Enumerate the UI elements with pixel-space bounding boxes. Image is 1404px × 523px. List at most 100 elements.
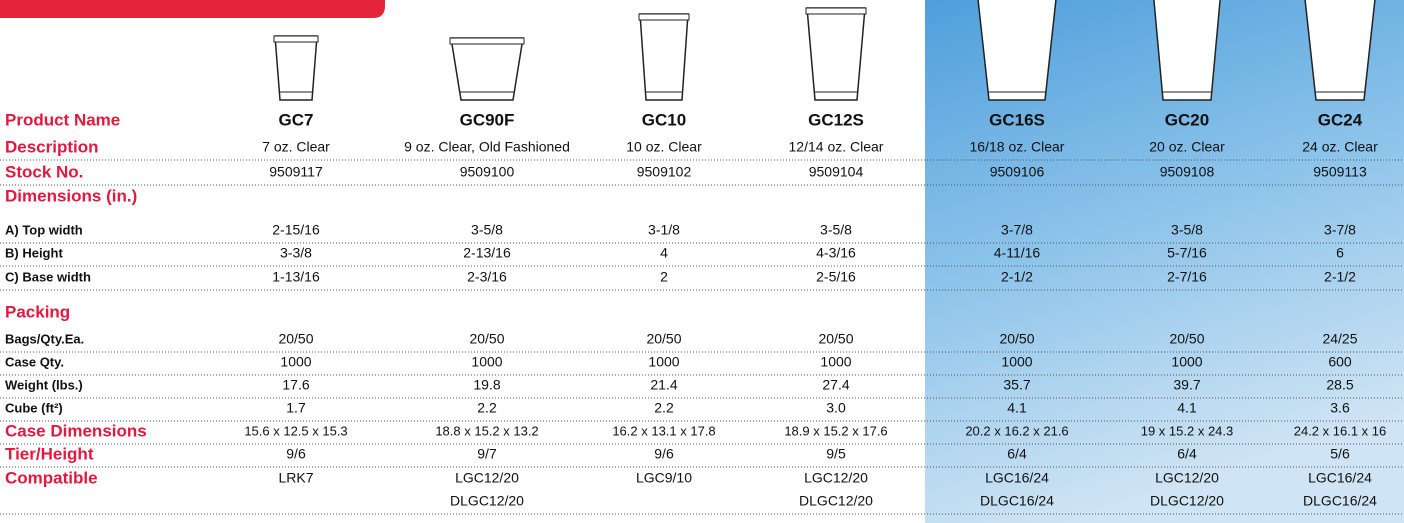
cell: LRK7 bbox=[278, 470, 313, 486]
cell: 9509102 bbox=[637, 164, 692, 180]
cup bbox=[639, 13, 689, 101]
cell: LGC16/24 bbox=[985, 470, 1049, 486]
product-name: GC7 bbox=[279, 110, 314, 129]
row-label: C) Base width bbox=[5, 269, 91, 284]
row-label: Case Qty. bbox=[5, 354, 64, 369]
row-label: Cube (ft²) bbox=[5, 400, 63, 415]
cell: 27.4 bbox=[822, 377, 849, 393]
cell: 10 oz. Clear bbox=[626, 139, 702, 155]
cell: 4.1 bbox=[1007, 400, 1027, 416]
cell: 4.1 bbox=[1177, 400, 1197, 416]
cell: 20/50 bbox=[818, 331, 853, 347]
cup-illustrations bbox=[273, 0, 1376, 101]
product-name: GC20 bbox=[1165, 110, 1209, 129]
cell: 2.2 bbox=[477, 400, 497, 416]
cup-rim bbox=[449, 37, 525, 45]
cell: 3-7/8 bbox=[1001, 222, 1033, 238]
cell: 15.6 x 12.5 x 15.3 bbox=[244, 423, 347, 438]
product-name: GC90F bbox=[460, 110, 515, 129]
row-label: Case Dimensions bbox=[5, 421, 147, 440]
cell: 9509117 bbox=[269, 164, 323, 180]
cup bbox=[806, 7, 866, 101]
cell: 17.6 bbox=[282, 377, 309, 393]
cell: 3.0 bbox=[826, 400, 846, 416]
cell: 6/4 bbox=[1177, 446, 1197, 462]
product-name: GC24 bbox=[1318, 110, 1363, 129]
cell: 2 bbox=[660, 269, 668, 285]
cell: 1.7 bbox=[286, 400, 306, 416]
product-name: GC10 bbox=[642, 110, 686, 129]
cell: 9509100 bbox=[460, 164, 515, 180]
cell: 3-5/8 bbox=[1171, 222, 1203, 238]
cell: 24 oz. Clear bbox=[1302, 139, 1378, 155]
cell: 20 oz. Clear bbox=[1149, 139, 1225, 155]
cell: 2-3/16 bbox=[467, 269, 507, 285]
cell: 19 x 15.2 x 24.3 bbox=[1141, 423, 1234, 438]
cell: LGC12/20 bbox=[1155, 470, 1219, 486]
cell: 20/50 bbox=[278, 331, 313, 347]
cell: 9509108 bbox=[1160, 164, 1215, 180]
cup-rim bbox=[805, 7, 867, 15]
cell: 2.2 bbox=[654, 400, 674, 416]
cell: 18.9 x 15.2 x 17.6 bbox=[784, 423, 887, 438]
cell: 1000 bbox=[820, 354, 851, 370]
cell: DLGC12/20 bbox=[799, 493, 873, 509]
cup-rim bbox=[273, 35, 319, 43]
cell: 20/50 bbox=[469, 331, 504, 347]
cell: DLGC16/24 bbox=[1303, 493, 1377, 509]
cell: DLGC16/24 bbox=[980, 493, 1054, 509]
cell: 20/50 bbox=[1169, 331, 1204, 347]
cell: 12/14 oz. Clear bbox=[789, 139, 884, 155]
cell: DLGC12/20 bbox=[1150, 493, 1224, 509]
cell: 1000 bbox=[1171, 354, 1202, 370]
cell: 1000 bbox=[471, 354, 502, 370]
cup bbox=[1153, 0, 1221, 101]
cell: 2-7/16 bbox=[1167, 269, 1207, 285]
cell: 3-5/8 bbox=[820, 222, 852, 238]
cell: 7 oz. Clear bbox=[262, 139, 330, 155]
cell: 5/6 bbox=[1330, 446, 1350, 462]
cell: 16.2 x 13.1 x 17.8 bbox=[612, 423, 715, 438]
cell: 20.2 x 16.2 x 21.6 bbox=[965, 423, 1068, 438]
cell: LGC12/20 bbox=[804, 470, 868, 486]
cell: 20/50 bbox=[999, 331, 1034, 347]
cell: 19.8 bbox=[473, 377, 500, 393]
cell: 39.7 bbox=[1173, 377, 1200, 393]
cup-rim bbox=[638, 13, 690, 21]
cell: 3-1/8 bbox=[648, 222, 680, 238]
cell: 9 oz. Clear, Old Fashioned bbox=[404, 139, 570, 155]
cell: 20/50 bbox=[646, 331, 681, 347]
cell: 4-3/16 bbox=[816, 245, 856, 261]
cell: 9509106 bbox=[990, 164, 1045, 180]
cell: 2-1/2 bbox=[1324, 269, 1356, 285]
cell: 3-5/8 bbox=[471, 222, 503, 238]
row-label: Product Name bbox=[5, 110, 120, 129]
cell: 9/5 bbox=[826, 446, 846, 462]
cell: LGC16/24 bbox=[1308, 470, 1372, 486]
header-tab bbox=[0, 0, 385, 18]
cell: 1000 bbox=[280, 354, 311, 370]
cup bbox=[274, 35, 318, 101]
row-label: Dimensions (in.) bbox=[5, 186, 137, 205]
product-name: GC16S bbox=[989, 110, 1045, 129]
cup bbox=[977, 0, 1057, 101]
cell: 28.5 bbox=[1326, 377, 1353, 393]
row-label: Description bbox=[5, 137, 99, 156]
cell: 1-13/16 bbox=[272, 269, 320, 285]
cell: 3-3/8 bbox=[280, 245, 312, 261]
cell: 9509113 bbox=[1313, 164, 1367, 180]
cell: 9/6 bbox=[286, 446, 306, 462]
row-label: Stock No. bbox=[5, 162, 83, 181]
cell: 9509104 bbox=[809, 164, 864, 180]
row-label: B) Height bbox=[5, 245, 63, 260]
product-name: GC12S bbox=[808, 110, 864, 129]
cell: 3.6 bbox=[1330, 400, 1350, 416]
cell: 2-13/16 bbox=[463, 245, 511, 261]
row-label: Compatible bbox=[5, 468, 98, 487]
cell: 1000 bbox=[1001, 354, 1032, 370]
cell: DLGC12/20 bbox=[450, 493, 524, 509]
cell: LGC12/20 bbox=[455, 470, 519, 486]
cell: 24/25 bbox=[1322, 331, 1357, 347]
row-label: A) Top width bbox=[5, 222, 83, 237]
